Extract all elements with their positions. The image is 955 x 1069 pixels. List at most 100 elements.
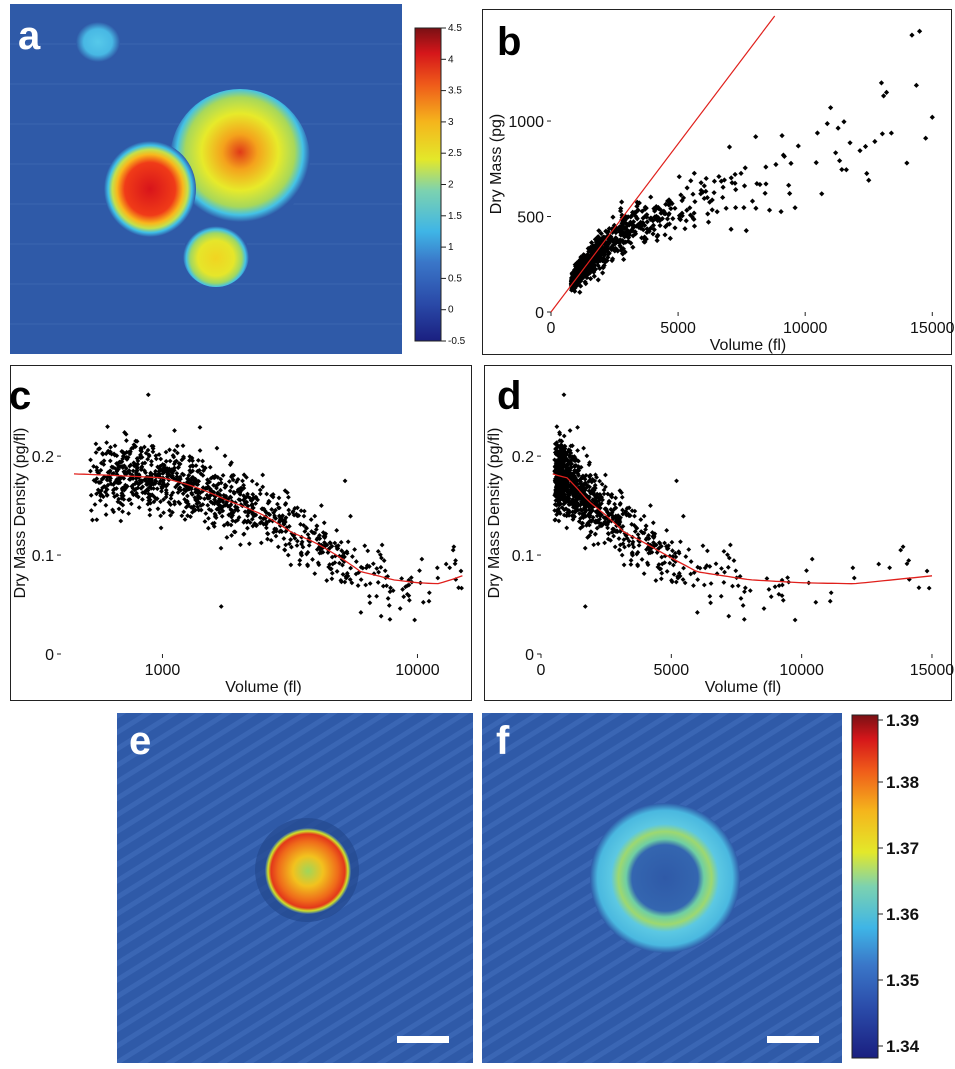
- data-point: [929, 114, 935, 120]
- data-point: [294, 543, 300, 548]
- data-point: [327, 540, 333, 546]
- data-point: [597, 502, 602, 508]
- data-point: [176, 464, 181, 470]
- data-point: [452, 561, 458, 567]
- data-point: [101, 458, 107, 464]
- data-point: [743, 228, 749, 234]
- data-point: [202, 519, 208, 524]
- data-point: [105, 424, 110, 430]
- data-point: [276, 505, 281, 511]
- data-point: [88, 468, 93, 474]
- data-point: [857, 148, 863, 154]
- data-point: [629, 222, 635, 228]
- data-point: [559, 455, 565, 461]
- colorbar-tick-label: 1.37: [886, 839, 919, 858]
- data-point: [156, 465, 162, 471]
- data-point: [690, 191, 696, 197]
- data-point: [301, 513, 307, 519]
- data-point: [94, 517, 100, 523]
- data-point: [619, 199, 625, 205]
- data-point: [617, 208, 624, 214]
- data-point: [119, 486, 125, 492]
- data-point: [709, 197, 715, 203]
- data-point: [288, 562, 294, 568]
- data-point: [605, 525, 611, 531]
- data-point: [574, 500, 580, 506]
- data-point: [669, 201, 675, 207]
- data-point: [828, 590, 834, 596]
- data-point: [597, 492, 603, 497]
- data-point: [208, 486, 213, 492]
- data-point: [595, 510, 601, 516]
- data-point: [343, 574, 349, 579]
- data-point: [97, 498, 103, 503]
- data-point: [146, 491, 151, 497]
- data-point: [260, 484, 266, 490]
- data-point: [668, 206, 674, 212]
- data-point: [158, 456, 164, 462]
- data-point: [301, 522, 307, 528]
- data-point: [235, 517, 241, 523]
- data-point: [218, 545, 224, 551]
- data-point: [88, 457, 93, 463]
- data-point: [135, 461, 141, 467]
- data-point: [576, 473, 581, 478]
- colorbar-tick-label: 1.5: [448, 211, 462, 222]
- data-point: [283, 542, 289, 548]
- data-point: [675, 574, 680, 579]
- data-point: [571, 473, 577, 478]
- data-point: [702, 565, 708, 571]
- data-point: [720, 194, 726, 201]
- data-point: [630, 552, 636, 558]
- data-point: [254, 522, 260, 528]
- data-point: [749, 198, 756, 204]
- data-point: [184, 479, 190, 485]
- data-point: [145, 392, 151, 398]
- data-point: [562, 476, 567, 482]
- data-point: [406, 597, 412, 603]
- data-point: [275, 501, 280, 507]
- data-point: [772, 584, 778, 590]
- data-point: [576, 464, 581, 469]
- data-point: [121, 475, 127, 481]
- data-point: [216, 499, 222, 504]
- data-point: [103, 512, 109, 517]
- data-point: [644, 219, 650, 225]
- data-point: [556, 518, 562, 524]
- data-point: [242, 501, 248, 507]
- data-point: [645, 562, 651, 568]
- data-point: [582, 510, 588, 516]
- data-point: [145, 456, 151, 462]
- data-point: [683, 554, 689, 559]
- data-point: [553, 485, 559, 491]
- data-point: [108, 444, 113, 450]
- data-point: [123, 482, 128, 488]
- data-point: [138, 485, 144, 491]
- data-point: [447, 565, 453, 571]
- data-point: [289, 544, 294, 550]
- data-point: [148, 473, 154, 479]
- data-point: [231, 529, 237, 535]
- data-point: [655, 204, 661, 211]
- data-point: [584, 482, 590, 488]
- data-point: [215, 474, 221, 480]
- data-point: [652, 531, 658, 537]
- data-point: [728, 226, 734, 232]
- data-point: [227, 488, 233, 494]
- data-point: [264, 520, 270, 526]
- data-point: [673, 579, 679, 585]
- data-point: [814, 130, 821, 136]
- data-point: [114, 472, 120, 477]
- data-point: [620, 541, 626, 547]
- data-point: [382, 568, 388, 574]
- x-tick-label: 10000: [395, 662, 440, 679]
- data-point: [186, 473, 192, 478]
- scatter-points: [552, 392, 932, 623]
- data-point: [556, 490, 562, 496]
- data-point: [124, 438, 129, 443]
- data-point: [195, 494, 201, 500]
- data-point: [598, 521, 604, 526]
- data-point: [164, 474, 170, 480]
- data-point: [420, 599, 426, 605]
- data-point: [581, 499, 587, 504]
